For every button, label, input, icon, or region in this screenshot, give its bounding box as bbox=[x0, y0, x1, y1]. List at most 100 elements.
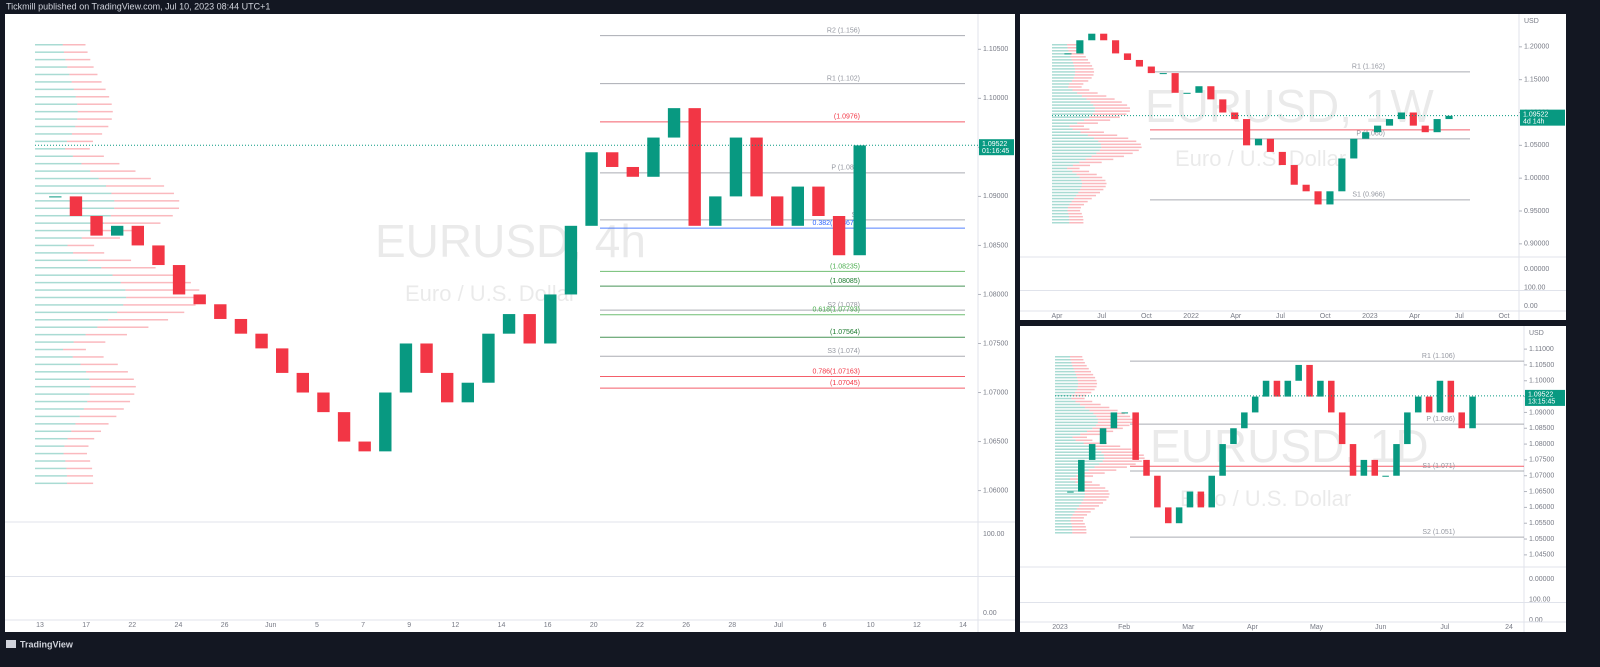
level-label: S1 (1.071) bbox=[1422, 463, 1455, 470]
volume-profile-bar bbox=[1071, 59, 1088, 61]
volume-profile-bar bbox=[1081, 502, 1103, 504]
candle-body bbox=[1243, 119, 1251, 146]
candle-body bbox=[1290, 165, 1298, 185]
volume-profile-bar bbox=[79, 415, 117, 418]
volume-profile-bar bbox=[1069, 83, 1084, 85]
y-tick-label: 1.09000 bbox=[983, 193, 1008, 200]
volume-profile-bar bbox=[66, 140, 94, 143]
candle-body bbox=[1295, 364, 1302, 381]
volume-profile-bar bbox=[1074, 74, 1094, 76]
level-label: R1 (1.102) bbox=[827, 75, 860, 82]
volume-profile-bar bbox=[65, 460, 91, 462]
candle-body bbox=[441, 372, 454, 403]
volume-profile-bar bbox=[104, 222, 161, 224]
volume-profile-bar bbox=[1072, 436, 1087, 439]
volume-profile-bar bbox=[90, 385, 136, 388]
volume-profile-bar bbox=[35, 148, 66, 150]
volume-profile-bar bbox=[1069, 53, 1084, 55]
volume-profile-bar bbox=[69, 73, 98, 76]
volume-profile-bar bbox=[1071, 200, 1088, 203]
candle-body bbox=[482, 333, 495, 383]
oscillator-tick-label: 100.00 bbox=[1529, 596, 1551, 603]
candle-body bbox=[1099, 428, 1107, 445]
volume-profile-bar bbox=[1067, 44, 1080, 46]
volume-profile-bar bbox=[1052, 179, 1082, 182]
volume-profile-bar bbox=[1055, 463, 1100, 465]
candle-body bbox=[1306, 364, 1313, 397]
volume-profile-bar bbox=[75, 96, 110, 98]
volume-profile-bar bbox=[35, 400, 88, 403]
y-tick-label: 1.08500 bbox=[983, 242, 1008, 249]
y-tick-label: 1.00000 bbox=[1524, 175, 1549, 182]
volume-profile-bar bbox=[1052, 62, 1073, 64]
volume-profile-bar bbox=[1055, 445, 1091, 447]
volume-profile-bar bbox=[35, 475, 67, 477]
x-tick-label: 7 bbox=[361, 622, 365, 629]
volume-profile-bar bbox=[1088, 469, 1117, 471]
y-tick-label: 1.05500 bbox=[1529, 520, 1554, 527]
volume-profile-bar bbox=[1055, 484, 1080, 486]
candle-body bbox=[214, 304, 227, 319]
volume-profile-bar bbox=[35, 162, 82, 165]
volume-profile-bar bbox=[1052, 77, 1074, 79]
candle-body bbox=[69, 196, 83, 217]
volume-profile-bar bbox=[1052, 125, 1070, 127]
volume-profile-bar bbox=[1052, 221, 1070, 224]
candle-body bbox=[90, 216, 103, 236]
x-tick-label: 22 bbox=[636, 622, 644, 629]
volume-profile-bar bbox=[1052, 215, 1069, 218]
x-tick-label: 13 bbox=[36, 622, 44, 629]
volume-profile-bar bbox=[35, 415, 80, 418]
oscillator-tick-label: 0.00 bbox=[983, 610, 997, 617]
volume-profile-bar bbox=[1055, 415, 1097, 418]
candle-body bbox=[1076, 40, 1084, 54]
price-label-box bbox=[1520, 109, 1565, 126]
level-label: (1.08235) bbox=[830, 263, 860, 270]
volume-profile-bar bbox=[35, 103, 78, 105]
y-tick-label: 1.08500 bbox=[1529, 425, 1554, 432]
volume-profile-bar bbox=[1077, 385, 1097, 388]
y-tick-label: 1.08000 bbox=[983, 291, 1008, 298]
candle-body bbox=[1064, 53, 1072, 55]
volume-profile-bar bbox=[1074, 68, 1094, 70]
volume-profile-bar bbox=[1076, 508, 1095, 510]
volume-profile-bar bbox=[1098, 140, 1137, 143]
y-tick-label: 1.06000 bbox=[1529, 504, 1554, 511]
volume-profile-bar bbox=[1055, 508, 1077, 510]
candle-body bbox=[1208, 475, 1215, 508]
countdown-label: 13:15:45 bbox=[1528, 399, 1555, 406]
volume-profile-bar bbox=[1055, 490, 1085, 492]
volume-profile-bar bbox=[1075, 439, 1093, 442]
candle-body bbox=[1154, 475, 1161, 508]
volume-profile-bar bbox=[35, 125, 76, 128]
level-label: R2 (1.156) bbox=[827, 27, 860, 34]
y-tick-label: 1.10500 bbox=[1529, 362, 1554, 369]
x-tick-label: 24 bbox=[175, 622, 183, 629]
x-tick-label: Jul bbox=[1276, 313, 1285, 320]
volume-profile-bar bbox=[35, 304, 124, 306]
volume-profile-bar bbox=[35, 460, 66, 462]
volume-profile-bar bbox=[35, 185, 106, 187]
publish-info: Tickmill published on TradingView.com, J… bbox=[6, 1, 270, 11]
x-tick-label: Feb bbox=[1118, 624, 1130, 631]
volume-profile-bar bbox=[1052, 167, 1068, 170]
y-tick-label: 1.07500 bbox=[983, 340, 1008, 347]
volume-profile-bar bbox=[35, 177, 99, 180]
volume-profile-bar bbox=[98, 177, 151, 180]
volume-profile-bar bbox=[1069, 125, 1084, 127]
volume-profile-bar bbox=[1052, 89, 1073, 91]
y-tick-label: 0.90000 bbox=[1524, 241, 1549, 248]
volume-profile-bar bbox=[1055, 397, 1072, 400]
x-tick-label: Jul bbox=[1455, 313, 1464, 320]
candle-body bbox=[1088, 444, 1096, 460]
volume-profile-bar bbox=[1083, 119, 1111, 121]
volume-profile-bar bbox=[1052, 83, 1070, 85]
x-tick-label: 12 bbox=[451, 622, 459, 629]
volume-profile-bar bbox=[1052, 200, 1072, 203]
volume-profile-bar bbox=[1055, 367, 1074, 370]
volume-profile-bar bbox=[35, 445, 65, 447]
volume-profile-bar bbox=[1055, 356, 1071, 358]
volume-profile-bar bbox=[1074, 391, 1092, 394]
x-tick-label: May bbox=[1310, 624, 1324, 631]
candle-body bbox=[1175, 507, 1183, 524]
